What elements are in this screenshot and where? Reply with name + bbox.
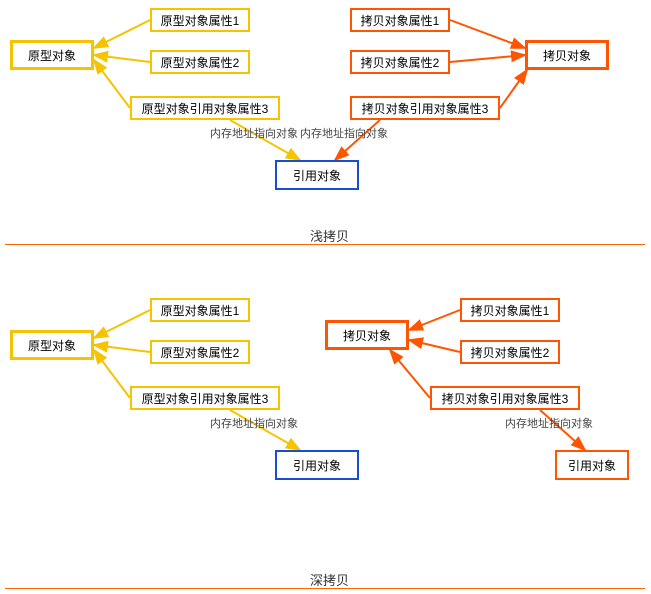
- node-s-c1: 拷贝对象属性1: [350, 8, 450, 32]
- node-d-p3: 原型对象引用对象属性3: [130, 386, 280, 410]
- edge-3: [450, 20, 525, 48]
- edge-label-6: 内存地址指向对象: [210, 125, 298, 141]
- edge-5: [500, 70, 527, 108]
- edge-9: [94, 345, 150, 352]
- node-s-c2: 拷贝对象属性2: [350, 50, 450, 74]
- arrow-layer: [0, 0, 651, 594]
- node-d-p2: 原型对象属性2: [150, 340, 250, 364]
- node-s-copy: 拷贝对象: [525, 40, 609, 70]
- node-s-ref: 引用对象: [275, 160, 359, 190]
- node-s-p3: 原型对象引用对象属性3: [130, 96, 280, 120]
- edge-label-15: 内存地址指向对象: [505, 415, 593, 431]
- node-d-copy: 拷贝对象: [325, 320, 409, 350]
- edge-8: [94, 310, 150, 338]
- node-d-c1: 拷贝对象属性1: [460, 298, 560, 322]
- title-deep: 深拷贝: [310, 570, 349, 589]
- node-d-c2: 拷贝对象属性2: [460, 340, 560, 364]
- edge-4: [450, 55, 525, 62]
- edge-1: [94, 55, 150, 62]
- edge-14: [390, 350, 430, 398]
- edge-label-7: 内存地址指向对象: [300, 125, 388, 141]
- edge-12: [409, 310, 460, 330]
- edge-13: [409, 340, 460, 352]
- node-s-proto: 原型对象: [10, 40, 94, 70]
- edge-label-11: 内存地址指向对象: [210, 415, 298, 431]
- edge-0: [94, 20, 150, 48]
- node-d-proto: 原型对象: [10, 330, 94, 360]
- title-shallow: 浅拷贝: [310, 226, 349, 245]
- edge-2: [94, 60, 130, 108]
- edge-10: [94, 350, 130, 398]
- node-d-ref1: 引用对象: [275, 450, 359, 480]
- node-s-p1: 原型对象属性1: [150, 8, 250, 32]
- node-d-ref2: 引用对象: [555, 450, 629, 480]
- node-d-p1: 原型对象属性1: [150, 298, 250, 322]
- node-s-c3: 拷贝对象引用对象属性3: [350, 96, 500, 120]
- node-s-p2: 原型对象属性2: [150, 50, 250, 74]
- node-d-c3: 拷贝对象引用对象属性3: [430, 386, 580, 410]
